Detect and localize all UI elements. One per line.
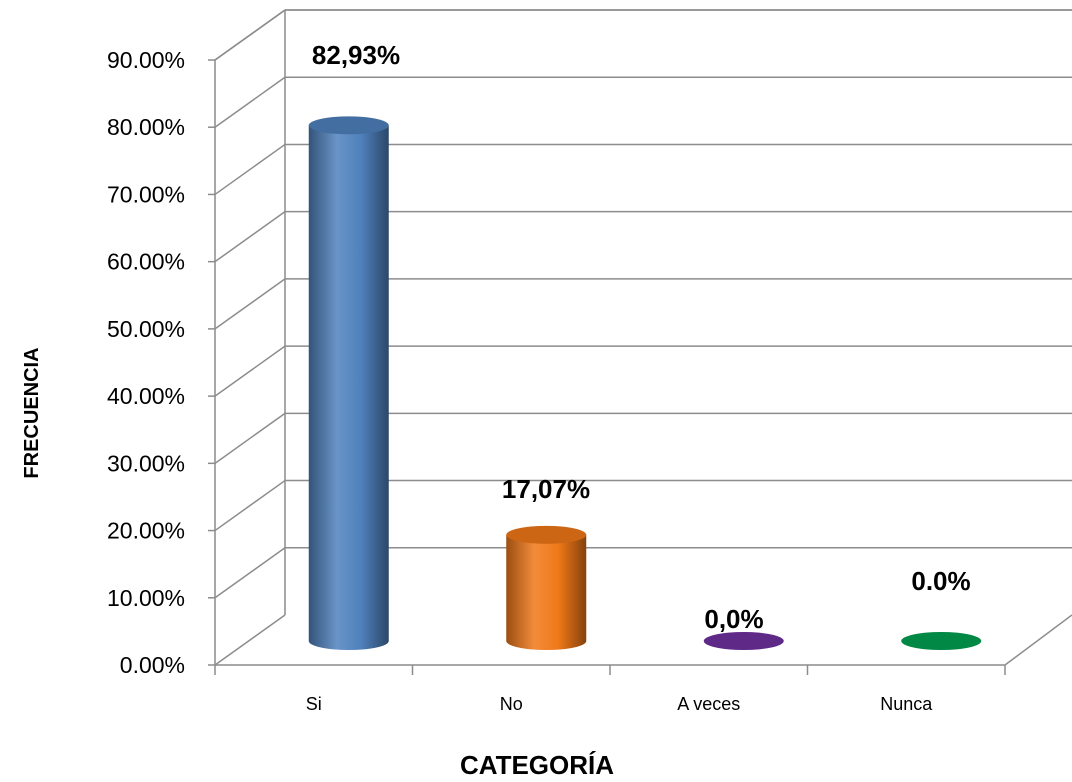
bars <box>308 116 982 650</box>
gridlines <box>214 9 1072 666</box>
bar-body <box>506 534 587 650</box>
data-label: 82,93% <box>312 40 400 70</box>
y-axis-title: FRECUENCIA <box>21 347 43 478</box>
x-axis-categories: Si No A veces Nunca <box>214 665 1006 714</box>
gridline-side <box>214 345 286 397</box>
gridline-side <box>214 614 286 666</box>
bar-top <box>506 525 587 544</box>
gridline-side <box>214 143 286 196</box>
gridline-side <box>214 547 286 599</box>
data-labels: 82,93% 17,07% 0,0% 0.0% <box>312 40 971 634</box>
data-label: 0.0% <box>911 566 970 596</box>
x-tick-label: Nunca <box>880 694 933 714</box>
y-axis-ticks: 0.00% 10.00% 20.00% 30.00% 40.00% 50.00% 60.00… <box>107 47 215 678</box>
y-tick-label: 90.00% <box>107 47 185 73</box>
y-tick-label: 30.00% <box>107 450 185 476</box>
gridline-side <box>214 412 286 464</box>
y-tick-label: 80.00% <box>107 114 185 140</box>
y-tick-label: 0.00% <box>120 652 185 678</box>
data-label: 0,0% <box>704 604 763 634</box>
y-tick-label: 70.00% <box>107 181 185 207</box>
gridline-side <box>214 278 286 330</box>
bar-a-veces <box>703 632 784 650</box>
bar-top <box>703 632 784 650</box>
y-tick-label: 60.00% <box>107 249 185 275</box>
y-tick-label: 10.00% <box>107 585 185 611</box>
x-axis-title: CATEGORÍA <box>460 750 614 780</box>
gridline-side <box>214 9 286 61</box>
y-tick-label: 40.00% <box>107 383 185 409</box>
x-tick-label: No <box>500 694 523 714</box>
bar-top <box>901 632 982 650</box>
gridline-side <box>214 76 286 128</box>
gridline-side <box>214 479 286 532</box>
bar-no <box>506 525 587 650</box>
y-tick-label: 20.00% <box>107 518 185 544</box>
bar-body <box>308 125 389 650</box>
data-label: 17,07% <box>502 474 590 504</box>
y-tick-label: 50.00% <box>107 316 185 342</box>
bar-si <box>308 116 389 650</box>
bar-top <box>308 116 389 135</box>
gridline-side <box>214 211 286 263</box>
x-tick-label: Si <box>306 694 322 714</box>
x-tick-label: A veces <box>677 694 740 714</box>
bar-nunca <box>901 632 982 650</box>
